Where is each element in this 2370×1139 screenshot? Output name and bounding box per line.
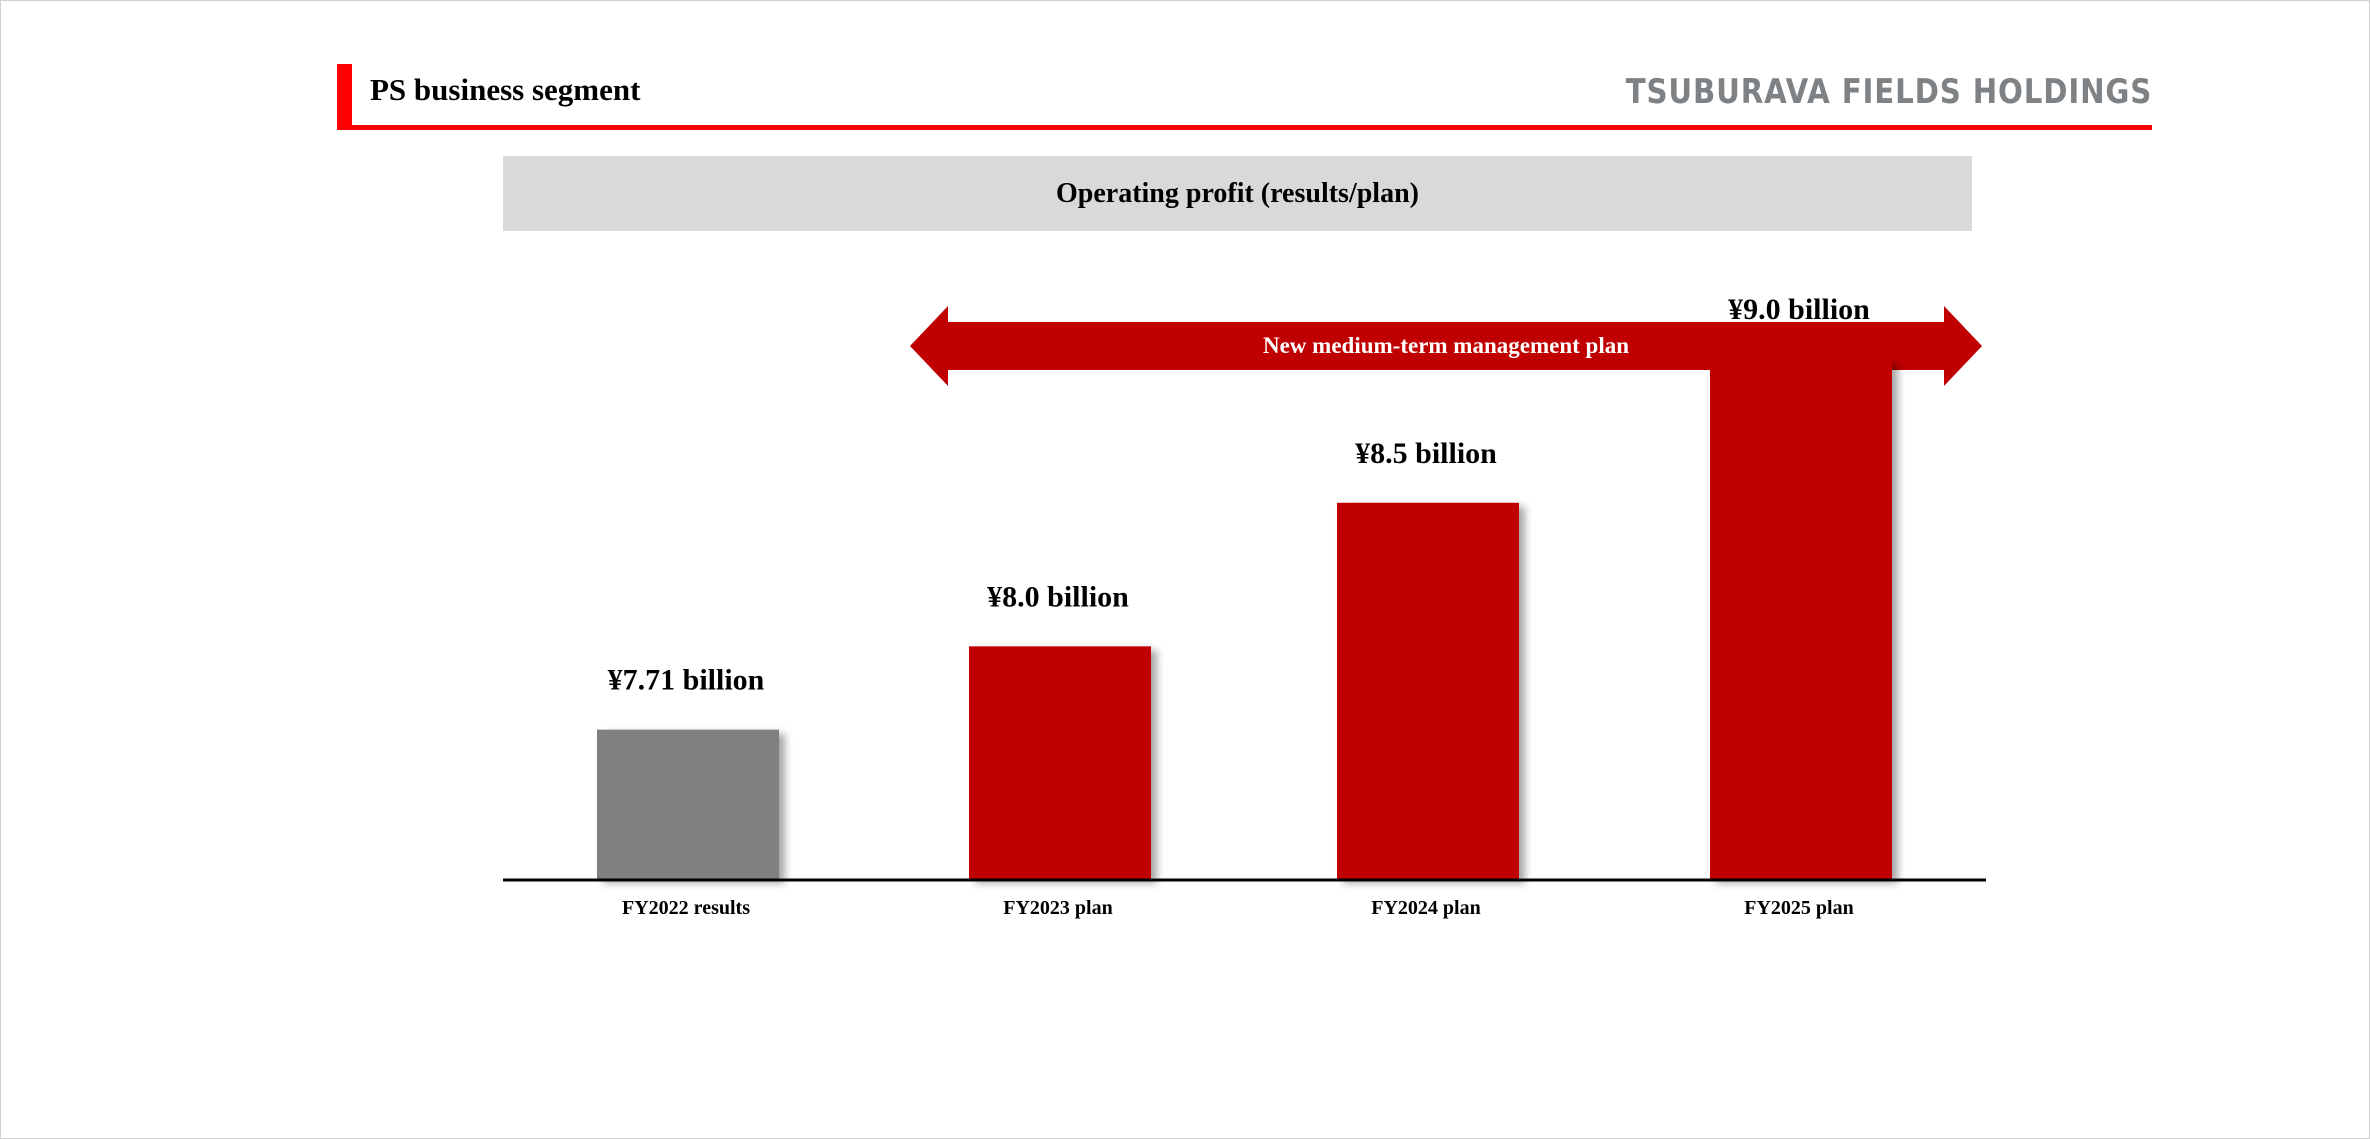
- category-label-4: FY2025 plan: [1744, 897, 1853, 919]
- bar-2: [969, 646, 1151, 879]
- data-label-4: ¥9.0 billion: [1728, 293, 1870, 326]
- data-label-2: ¥8.0 billion: [987, 580, 1129, 613]
- bar-4: [1710, 359, 1892, 880]
- data-label-1: ¥7.71 billion: [608, 664, 765, 697]
- title-underline: [337, 125, 2152, 130]
- bars-group: [597, 359, 1892, 880]
- arrow-label: New medium-term management plan: [1262, 333, 1630, 358]
- chart-title: Operating profit (results/plan): [503, 156, 1972, 231]
- data-label-3: ¥8.5 billion: [1355, 437, 1497, 470]
- category-label-2: FY2023 plan: [1003, 897, 1112, 919]
- bar-1: [597, 729, 779, 879]
- category-label-3: FY2024 plan: [1371, 897, 1480, 919]
- labels-group: ¥7.71 billion FY2022 results ¥8.0 billion F…: [608, 293, 1871, 919]
- company-logo: TSUBURAVA FIELDS HOLDINGS: [1625, 72, 2152, 112]
- category-label-1: FY2022 results: [622, 897, 750, 919]
- page-title: PS business segment: [370, 72, 641, 107]
- bar-3: [1337, 502, 1519, 879]
- title-accent-bar: [337, 64, 352, 128]
